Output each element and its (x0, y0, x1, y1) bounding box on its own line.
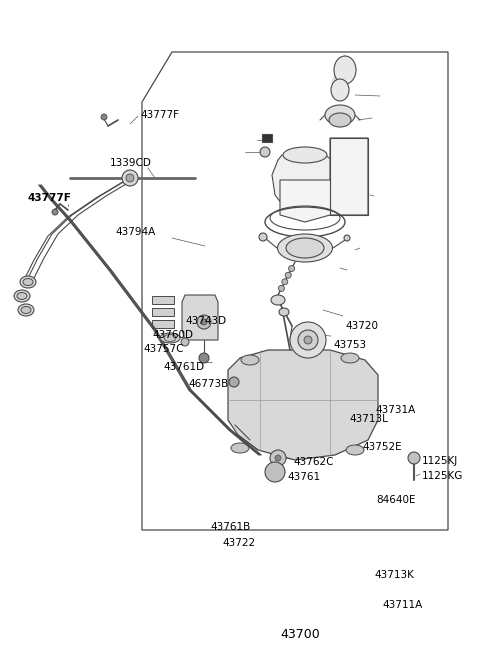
Ellipse shape (21, 306, 31, 314)
Circle shape (304, 336, 312, 344)
Circle shape (270, 450, 286, 466)
Circle shape (290, 322, 326, 358)
Text: 43743D: 43743D (185, 316, 226, 326)
Text: 43761B: 43761B (210, 522, 250, 532)
Text: 43777F: 43777F (28, 193, 72, 203)
Text: 43794A: 43794A (115, 227, 155, 237)
Circle shape (199, 353, 209, 363)
Text: 43757C: 43757C (143, 344, 183, 354)
Text: 43713L: 43713L (349, 414, 388, 424)
Text: 43753: 43753 (333, 340, 366, 350)
Circle shape (229, 377, 239, 387)
Ellipse shape (334, 56, 356, 84)
Ellipse shape (17, 293, 27, 300)
Circle shape (126, 174, 134, 182)
Ellipse shape (18, 304, 34, 316)
Ellipse shape (14, 290, 30, 302)
Bar (152, 308, 174, 316)
Polygon shape (182, 295, 218, 340)
Text: 43700: 43700 (280, 628, 320, 642)
Ellipse shape (271, 295, 285, 305)
Ellipse shape (325, 105, 355, 125)
Text: 43731A: 43731A (375, 405, 415, 415)
Ellipse shape (268, 463, 282, 481)
Text: 1125KG: 1125KG (422, 471, 463, 481)
Ellipse shape (341, 353, 359, 363)
Polygon shape (272, 155, 338, 218)
Text: 84640E: 84640E (376, 495, 416, 505)
Ellipse shape (20, 276, 36, 288)
Circle shape (282, 279, 288, 285)
Text: 43761D: 43761D (163, 362, 204, 372)
Circle shape (181, 338, 189, 346)
Text: 43722: 43722 (222, 538, 255, 548)
Ellipse shape (286, 238, 324, 258)
Ellipse shape (23, 279, 33, 285)
Bar (262, 134, 272, 142)
Circle shape (52, 209, 58, 215)
Circle shape (101, 114, 107, 120)
Ellipse shape (164, 335, 176, 342)
Text: 46773B: 46773B (188, 379, 228, 389)
Ellipse shape (329, 113, 351, 127)
Circle shape (285, 272, 291, 278)
Circle shape (278, 285, 284, 291)
Ellipse shape (331, 79, 349, 101)
Text: 43752E: 43752E (362, 442, 402, 452)
Ellipse shape (231, 443, 249, 453)
Ellipse shape (160, 333, 180, 343)
Ellipse shape (283, 147, 327, 163)
Ellipse shape (277, 234, 333, 262)
Polygon shape (280, 138, 368, 222)
Circle shape (275, 455, 281, 461)
Text: 43762C: 43762C (293, 457, 334, 467)
Text: 1125KJ: 1125KJ (422, 456, 458, 466)
Circle shape (197, 315, 211, 329)
Ellipse shape (241, 355, 259, 365)
Text: 43713K: 43713K (374, 570, 414, 580)
Text: 43760D: 43760D (152, 330, 193, 340)
Circle shape (288, 266, 295, 272)
Bar (152, 296, 174, 304)
Text: 43777F: 43777F (140, 110, 179, 120)
Text: 1339CD: 1339CD (110, 158, 152, 168)
Circle shape (122, 170, 138, 186)
Text: 43711A: 43711A (382, 600, 422, 610)
Circle shape (298, 330, 318, 350)
Ellipse shape (346, 445, 364, 455)
Bar (152, 320, 174, 328)
Polygon shape (228, 350, 378, 460)
Text: 43761: 43761 (287, 472, 320, 482)
Text: 43720: 43720 (345, 321, 378, 331)
Circle shape (344, 235, 350, 241)
Circle shape (260, 147, 270, 157)
Circle shape (201, 319, 207, 325)
Circle shape (265, 462, 285, 482)
Circle shape (259, 233, 267, 241)
Ellipse shape (279, 308, 289, 316)
Circle shape (408, 452, 420, 464)
